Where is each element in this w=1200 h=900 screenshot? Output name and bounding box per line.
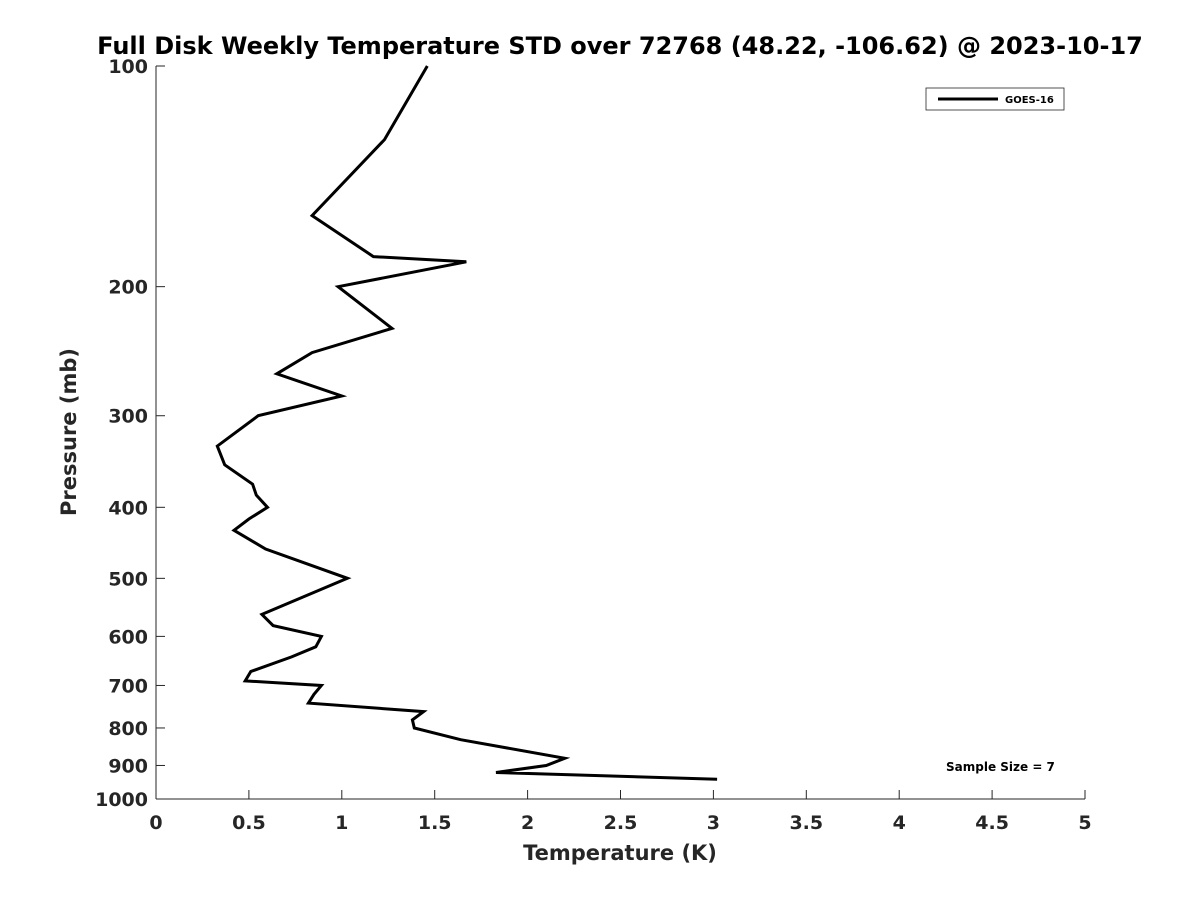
y-tick-label: 400	[108, 497, 148, 519]
y-tick-label: 1000	[95, 789, 148, 811]
y-tick-label: 700	[108, 675, 148, 697]
x-tick-label: 5	[1078, 812, 1091, 834]
sample-size-annotation: Sample Size = 7	[946, 760, 1055, 774]
y-tick-label: 800	[108, 718, 148, 740]
y-tick-label: 900	[108, 755, 148, 777]
x-tick-label: 3	[707, 812, 720, 834]
y-ticks: 100 200 300 400 500 600 700 800 900 1000	[95, 56, 165, 811]
series-lines	[215, 65, 718, 781]
y-tick-label: 600	[108, 626, 148, 648]
x-tick-label: 0.5	[232, 812, 266, 834]
series-line-goes-16	[215, 65, 718, 781]
axes	[155, 66, 1085, 800]
chart-title: Full Disk Weekly Temperature STD over 72…	[97, 32, 1143, 60]
y-tick-label: 300	[108, 406, 148, 428]
legend: GOES-16	[925, 87, 1065, 111]
x-tick-label: 4	[893, 812, 906, 834]
x-tick-label: 1	[335, 812, 348, 834]
y-tick-label: 200	[108, 277, 148, 299]
x-axis-label: Temperature (K)	[523, 841, 717, 865]
x-tick-label: 0	[149, 812, 162, 834]
y-axis-label: Pressure (mb)	[57, 348, 81, 516]
x-tick-label: 3.5	[789, 812, 823, 834]
x-tick-label: 2	[521, 812, 534, 834]
y-tick-label: 100	[108, 56, 148, 78]
x-tick-label: 2.5	[604, 812, 638, 834]
legend-label-goes-16: GOES-16	[1005, 95, 1054, 106]
x-tick-label: 1.5	[418, 812, 452, 834]
x-ticks: 0 0.5 1 1.5 2 2.5 3 3.5 4 4.5 5	[149, 790, 1092, 834]
y-tick-label: 500	[108, 568, 148, 590]
x-tick-label: 4.5	[975, 812, 1009, 834]
